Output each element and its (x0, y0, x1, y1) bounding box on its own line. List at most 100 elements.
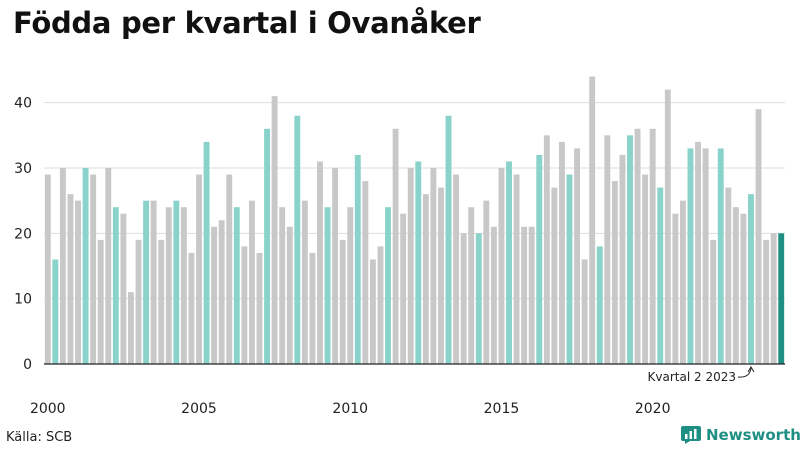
bar (82, 168, 89, 364)
bar (233, 207, 240, 364)
bar (44, 174, 51, 364)
bar (732, 207, 739, 364)
bar (453, 174, 460, 364)
bar (679, 200, 686, 364)
bar (589, 76, 596, 365)
x-tick-label: 2000 (30, 401, 66, 417)
bar (188, 252, 195, 364)
bar (75, 200, 81, 364)
bar (498, 168, 505, 364)
bar (755, 109, 762, 364)
annotation-arrowhead (747, 366, 755, 373)
bar (317, 161, 323, 364)
bar (649, 128, 656, 364)
bar (506, 161, 512, 364)
bar (309, 252, 316, 364)
bar (294, 115, 301, 364)
bar (778, 233, 785, 364)
bar (483, 200, 490, 364)
bar (135, 239, 142, 364)
bar (490, 226, 497, 364)
bar (362, 181, 369, 364)
bar (763, 239, 770, 364)
bar (430, 168, 437, 364)
bar (173, 200, 180, 364)
annotation-arrow (737, 367, 752, 378)
bar (241, 246, 248, 364)
bar (347, 207, 354, 364)
bar (407, 168, 414, 364)
bar (717, 148, 724, 364)
chart-title: Födda per kvartal i Ovanåker (13, 6, 481, 40)
bar (301, 200, 308, 364)
x-tick-label: 2010 (332, 401, 368, 417)
bar (468, 207, 475, 364)
x-axis: 2000 2005 2010 2015 2020 (30, 363, 785, 417)
source-note: Källa: SCB (6, 430, 73, 445)
bar (687, 148, 694, 364)
bar (596, 246, 603, 364)
bar (581, 259, 588, 364)
bar (695, 141, 701, 364)
y-tick-label: 0 (23, 357, 32, 373)
bar (422, 194, 429, 364)
bar (180, 207, 187, 364)
y-tick-label: 40 (14, 96, 32, 112)
y-tick-label: 10 (14, 292, 32, 308)
bar (211, 226, 218, 364)
bar (513, 174, 520, 364)
bar (218, 220, 225, 364)
bar (59, 168, 66, 364)
bar-chart-logo-icon (681, 426, 701, 444)
bar (165, 207, 172, 364)
bar (574, 148, 581, 364)
bar (256, 252, 263, 364)
bar (551, 187, 558, 364)
bar (377, 246, 384, 364)
bar (158, 239, 165, 364)
bar (642, 174, 649, 364)
bar (143, 200, 150, 364)
bar (748, 194, 754, 364)
bar (279, 207, 286, 364)
bar (558, 141, 565, 364)
bar (702, 148, 709, 364)
bar (415, 161, 422, 364)
x-tick-label: 2015 (484, 401, 520, 417)
bar (438, 187, 444, 364)
bar (248, 200, 255, 364)
bar (332, 168, 339, 364)
bar (566, 174, 573, 364)
annotation: Kvartal 2 2023 (648, 366, 755, 384)
bar (271, 96, 278, 364)
bar (392, 128, 399, 364)
bar (657, 187, 664, 364)
bar (369, 259, 376, 364)
bar (604, 135, 611, 364)
bar (286, 226, 293, 364)
bar (627, 135, 633, 364)
bar (264, 128, 271, 364)
x-tick-label: 2020 (635, 401, 671, 417)
bar (105, 168, 112, 364)
bar (339, 239, 346, 364)
bar (536, 154, 543, 364)
bar (354, 154, 361, 364)
bar (203, 141, 210, 364)
bar (725, 187, 732, 364)
bar (97, 239, 104, 364)
bar (67, 194, 74, 364)
bar (475, 233, 482, 364)
bar (543, 135, 550, 364)
bars (44, 76, 785, 365)
bar (528, 226, 535, 364)
bar (664, 89, 671, 364)
bar (619, 154, 626, 364)
bar (150, 200, 157, 364)
bar (710, 239, 717, 364)
bar (460, 233, 467, 364)
bar (445, 115, 452, 364)
bar (196, 174, 202, 364)
bar (770, 233, 777, 364)
